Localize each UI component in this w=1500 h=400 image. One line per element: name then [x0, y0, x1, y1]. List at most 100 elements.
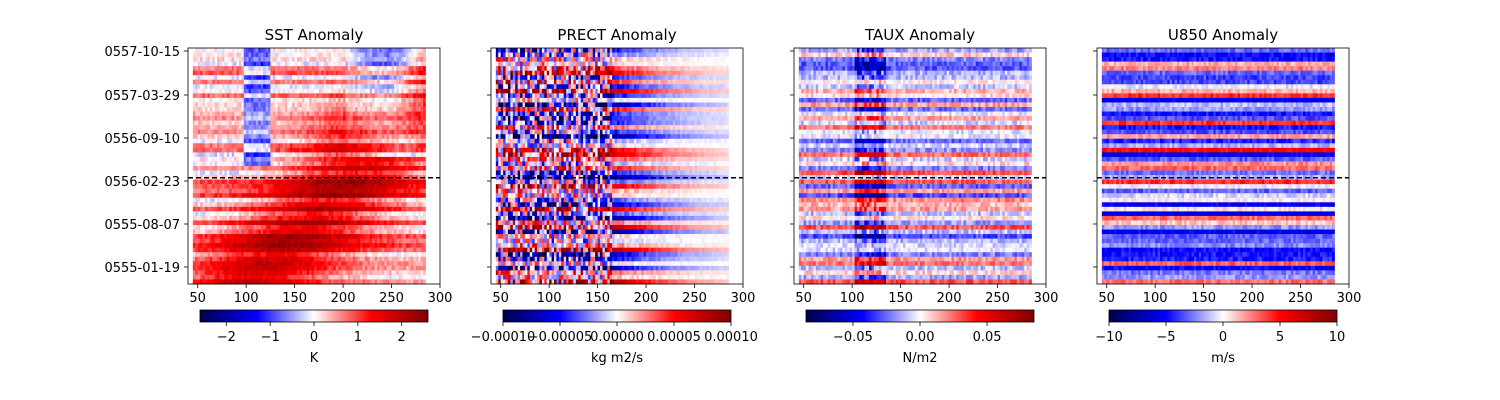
heatmap-cell: [364, 261, 368, 267]
heatmap-cell: [289, 107, 293, 112]
heatmap-cell: [401, 234, 405, 240]
heatmap-cell: [270, 215, 274, 221]
heatmap-cell: [217, 234, 220, 240]
heatmap-cell: [212, 52, 216, 58]
heatmap-cell: [347, 156, 351, 162]
heatmap-cell: [270, 211, 274, 217]
heatmap-cell: [209, 120, 213, 126]
heatmap-cell: [347, 102, 351, 108]
heatmap-cell: [323, 120, 327, 126]
heatmap-cell: [255, 161, 259, 167]
heatmap-cell: [263, 234, 266, 240]
heatmap-cell: [369, 79, 373, 85]
heatmap-cell: [234, 147, 237, 153]
heatmap-cell: [323, 52, 327, 58]
heatmap-cell: [287, 270, 291, 276]
heatmap-cell: [393, 225, 397, 230]
heatmap-cell: [265, 70, 269, 76]
heatmap-cell: [236, 156, 240, 162]
heatmap-cell: [304, 206, 308, 212]
heatmap-cell: [226, 225, 230, 230]
heatmap-cell: [304, 225, 308, 230]
heatmap-cell: [420, 202, 424, 208]
heatmap-cell: [299, 147, 303, 153]
heatmap-cell: [263, 170, 266, 176]
heatmap-cell: [287, 211, 291, 217]
heatmap-cell: [311, 57, 315, 63]
heatmap-cell: [292, 238, 296, 244]
heatmap-cell: [374, 220, 378, 226]
heatmap-cell: [381, 125, 385, 131]
heatmap-cell: [234, 225, 237, 230]
heatmap-cell: [309, 147, 312, 153]
heatmap-cell: [226, 234, 230, 240]
heatmap-cell: [423, 279, 426, 285]
heatmap-cell: [197, 75, 201, 81]
heatmap-cell: [423, 66, 426, 72]
heatmap-cell: [224, 279, 228, 285]
heatmap-cell: [272, 88, 276, 94]
heatmap-cell: [202, 238, 206, 244]
heatmap-cell: [389, 243, 392, 249]
heatmap-cell: [377, 143, 380, 149]
heatmap-cell: [289, 129, 293, 135]
heatmap-cell: [384, 206, 388, 212]
heatmap-cell: [299, 57, 303, 63]
heatmap-cell: [202, 247, 206, 253]
heatmap-cell: [316, 61, 320, 67]
heatmap-cell: [258, 206, 262, 212]
heatmap-cell: [241, 175, 245, 181]
heatmap-cell: [398, 111, 402, 117]
heatmap-cell: [357, 93, 361, 99]
heatmap-cell: [340, 138, 344, 144]
heatmap-cell: [200, 134, 203, 140]
heatmap-cell: [364, 252, 368, 258]
heatmap-cell: [243, 179, 247, 185]
heatmap-cell: [297, 274, 300, 280]
heatmap-cell: [415, 61, 419, 67]
heatmap-cell: [362, 215, 366, 221]
heatmap-cell: [212, 206, 216, 212]
heatmap-cell: [277, 215, 281, 221]
heatmap-cell: [318, 129, 322, 135]
heatmap-cell: [401, 238, 405, 244]
heatmap-cell: [326, 111, 329, 117]
heatmap-cell: [272, 211, 276, 217]
heatmap-cell: [357, 88, 361, 94]
heatmap-cell: [335, 270, 339, 276]
heatmap-cell: [401, 70, 405, 76]
heatmap-cell: [367, 120, 371, 126]
heatmap-cell: [272, 120, 276, 126]
heatmap-cell: [224, 252, 228, 258]
heatmap-cell: [398, 79, 402, 85]
heatmap-cell: [263, 66, 266, 72]
heatmap-cell: [258, 197, 262, 203]
heatmap-cell: [299, 134, 303, 140]
heatmap-cell: [234, 134, 237, 140]
heatmap-cell: [265, 225, 269, 230]
heatmap-cell: [280, 252, 283, 258]
heatmap-cell: [263, 184, 266, 190]
heatmap-cell: [355, 225, 359, 230]
heatmap-cell: [418, 102, 422, 108]
heatmap-cell: [410, 243, 414, 249]
heatmap-cell: [413, 84, 417, 90]
heatmap-cell: [299, 66, 303, 72]
heatmap-cell: [192, 48, 196, 53]
heatmap-cell: [204, 279, 208, 285]
heatmap-cell: [200, 125, 203, 131]
heatmap-cell: [377, 175, 380, 181]
heatmap-cell: [381, 270, 385, 276]
heatmap-cell: [217, 111, 220, 117]
heatmap-cell: [330, 193, 334, 199]
heatmap-cell: [289, 270, 293, 276]
heatmap-cell: [423, 88, 426, 94]
heatmap-cell: [369, 75, 373, 81]
heatmap-cell: [304, 193, 308, 199]
heatmap-cell: [343, 234, 346, 240]
heatmap-cell: [345, 211, 349, 217]
heatmap-cell: [248, 156, 252, 162]
heatmap-cell: [195, 220, 199, 226]
heatmap-cell: [209, 197, 213, 203]
heatmap-cell: [258, 229, 262, 235]
